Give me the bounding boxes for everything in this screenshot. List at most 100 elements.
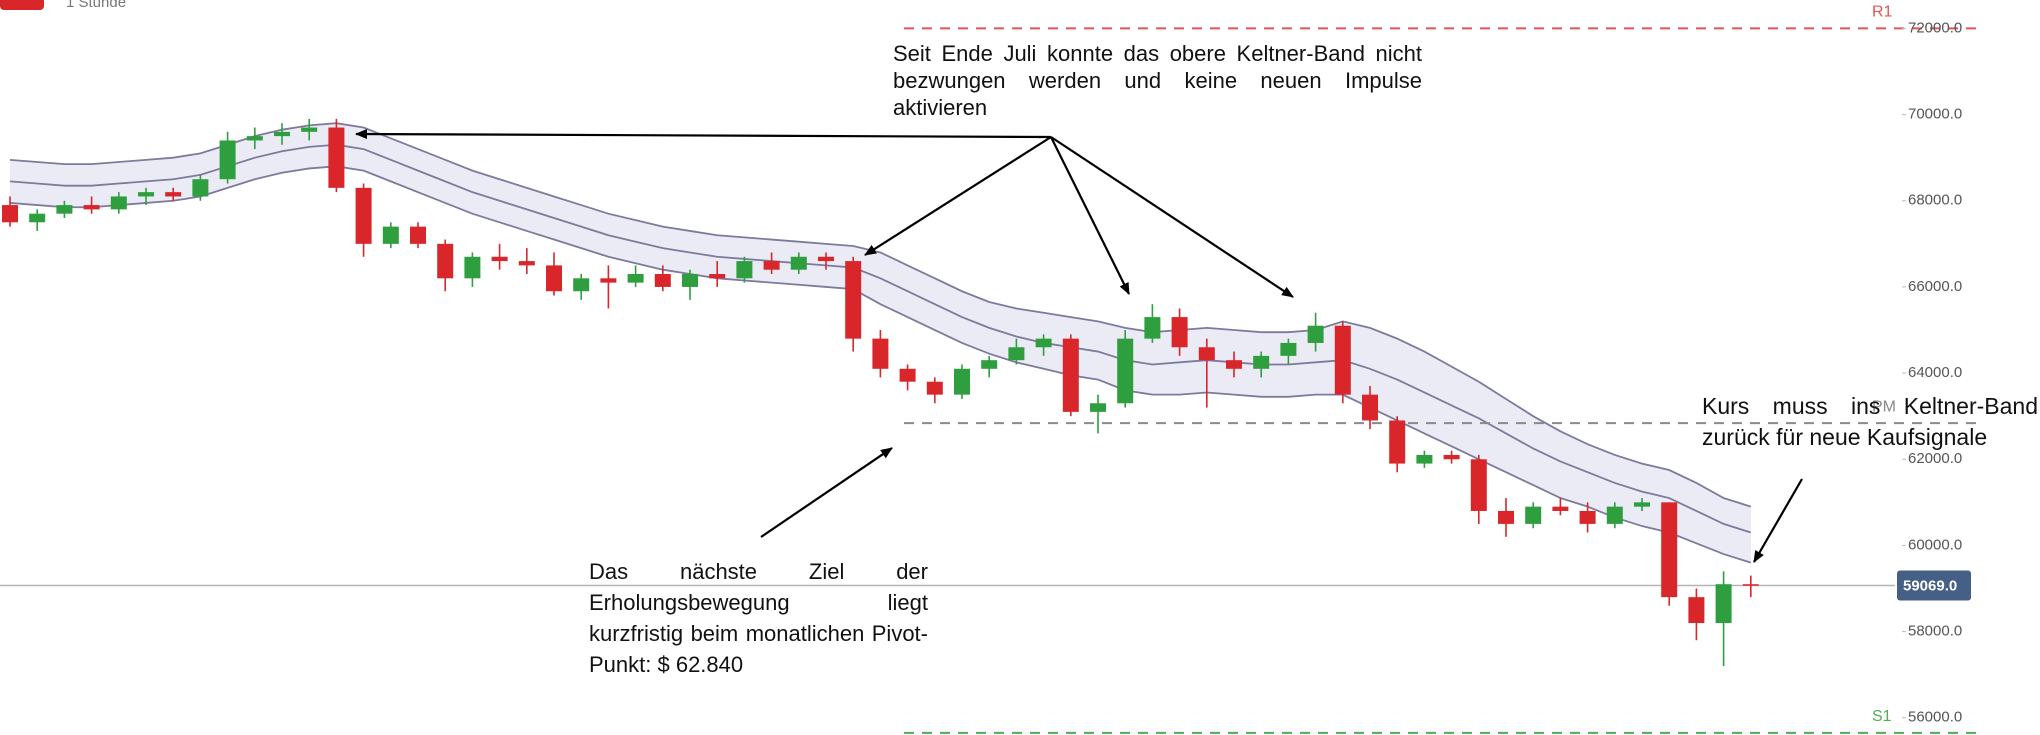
candle-body bbox=[355, 187, 372, 244]
candle-body bbox=[1198, 347, 1215, 361]
arrow bbox=[1050, 136, 1294, 298]
price-label: 59069.0 bbox=[1903, 578, 1957, 595]
candle-body bbox=[682, 274, 698, 287]
logo bbox=[0, 0, 44, 10]
candle-body bbox=[518, 261, 535, 266]
candles-layer bbox=[2, 118, 1759, 667]
candle-body bbox=[872, 338, 889, 369]
candle-body bbox=[301, 127, 318, 132]
y-tick-label: 66000.0 bbox=[1908, 278, 1962, 295]
candle-body bbox=[1606, 506, 1623, 524]
candle-body bbox=[981, 360, 998, 369]
candle-body bbox=[573, 278, 590, 292]
keltner-area bbox=[10, 123, 1751, 563]
candle-body bbox=[790, 256, 807, 270]
candle-body bbox=[1144, 317, 1161, 339]
candle-body bbox=[654, 274, 671, 287]
levels-layer: R1 PM S1 bbox=[0, 4, 1978, 734]
candle-body bbox=[627, 274, 644, 283]
candle-body bbox=[845, 261, 862, 339]
candle-body bbox=[1443, 454, 1460, 460]
candle-body bbox=[138, 192, 154, 197]
y-tick-label: 56000.0 bbox=[1908, 709, 1962, 726]
keltner-lower bbox=[9, 165, 1752, 564]
candle-body bbox=[1008, 347, 1025, 361]
candle-body bbox=[1525, 506, 1542, 524]
candle-body bbox=[464, 256, 481, 279]
candle-body bbox=[1280, 342, 1297, 356]
candle-body bbox=[1552, 506, 1569, 511]
candle-body bbox=[926, 381, 943, 395]
candle-body bbox=[29, 213, 46, 223]
candle-body bbox=[1715, 584, 1732, 623]
keltner-layer bbox=[9, 122, 1752, 564]
pivot-label: R1 bbox=[1872, 4, 1893, 21]
pivot-label: S1 bbox=[1872, 708, 1892, 725]
candle-body bbox=[2, 205, 18, 223]
y-tick-label: 64000.0 bbox=[1908, 364, 1962, 381]
candle-body bbox=[410, 226, 426, 244]
candle-body bbox=[1171, 317, 1188, 348]
candle-body bbox=[1253, 355, 1270, 369]
candle-body bbox=[1362, 394, 1378, 421]
y-tick-label: 70000.0 bbox=[1908, 106, 1962, 123]
candle-body bbox=[1307, 325, 1324, 343]
candle-body bbox=[600, 278, 617, 283]
candle-body bbox=[246, 136, 263, 141]
candle-body bbox=[219, 140, 236, 180]
candle-body bbox=[110, 196, 127, 210]
y-tick-label: 60000.0 bbox=[1908, 536, 1962, 553]
candle-body bbox=[491, 256, 508, 262]
arrow bbox=[760, 447, 893, 538]
candle-body bbox=[1470, 459, 1487, 511]
candle-body bbox=[546, 265, 562, 292]
candle-body bbox=[1634, 502, 1650, 507]
candle-body bbox=[1090, 403, 1106, 412]
candle-body bbox=[1688, 597, 1705, 623]
arrow bbox=[1050, 136, 1130, 295]
price-box bbox=[1897, 570, 1971, 601]
candle-body bbox=[1389, 420, 1406, 464]
arrow bbox=[355, 129, 1052, 140]
arrow bbox=[864, 136, 1052, 256]
candle-body bbox=[1416, 454, 1433, 464]
candle-body bbox=[1334, 325, 1351, 395]
candle-body bbox=[1226, 360, 1242, 369]
candle-body bbox=[83, 205, 100, 210]
candle-body bbox=[328, 127, 345, 188]
candle-body bbox=[1062, 338, 1079, 412]
axis-layer: 56000.0 58000.0 60000.0 62000.0 64000.0 66000… bbox=[1897, 19, 1971, 726]
candle-body bbox=[736, 261, 753, 279]
y-tick-label: 72000.0 bbox=[1908, 19, 1962, 36]
annotation: Das nächste Ziel der Erholungsbewegung l… bbox=[589, 559, 928, 677]
candle-body bbox=[818, 256, 834, 262]
candle-body bbox=[763, 261, 780, 270]
candle-body bbox=[954, 368, 970, 395]
candle-body bbox=[1498, 510, 1514, 524]
candle-body bbox=[165, 192, 182, 197]
candle-body bbox=[382, 226, 399, 244]
candle-body bbox=[899, 368, 916, 382]
arrows bbox=[355, 129, 1803, 563]
candle-body bbox=[56, 205, 73, 214]
candle-body bbox=[437, 243, 454, 279]
candle-body bbox=[1579, 510, 1596, 524]
y-tick-label: 68000.0 bbox=[1908, 192, 1962, 209]
arrow bbox=[1753, 478, 1803, 563]
candle-body bbox=[1661, 502, 1678, 598]
candle-body bbox=[1035, 338, 1052, 348]
keltner-middle bbox=[9, 143, 1752, 534]
pivot-label: PM bbox=[1872, 398, 1896, 415]
y-tick-label: 58000.0 bbox=[1908, 623, 1962, 640]
annotation: Seit Ende Juli konnte das obere Keltner-… bbox=[893, 41, 1422, 120]
candle-body bbox=[274, 131, 290, 137]
candle-body bbox=[1742, 584, 1759, 586]
annotation: Kurs muss ins Keltner-Band zurück für ne… bbox=[1702, 393, 2038, 450]
candle-body bbox=[192, 179, 209, 197]
timeframe: 1 Stunde bbox=[66, 0, 127, 11]
candle-body bbox=[709, 274, 726, 279]
keltner-upper bbox=[9, 122, 1752, 508]
candle-body bbox=[1117, 338, 1134, 404]
